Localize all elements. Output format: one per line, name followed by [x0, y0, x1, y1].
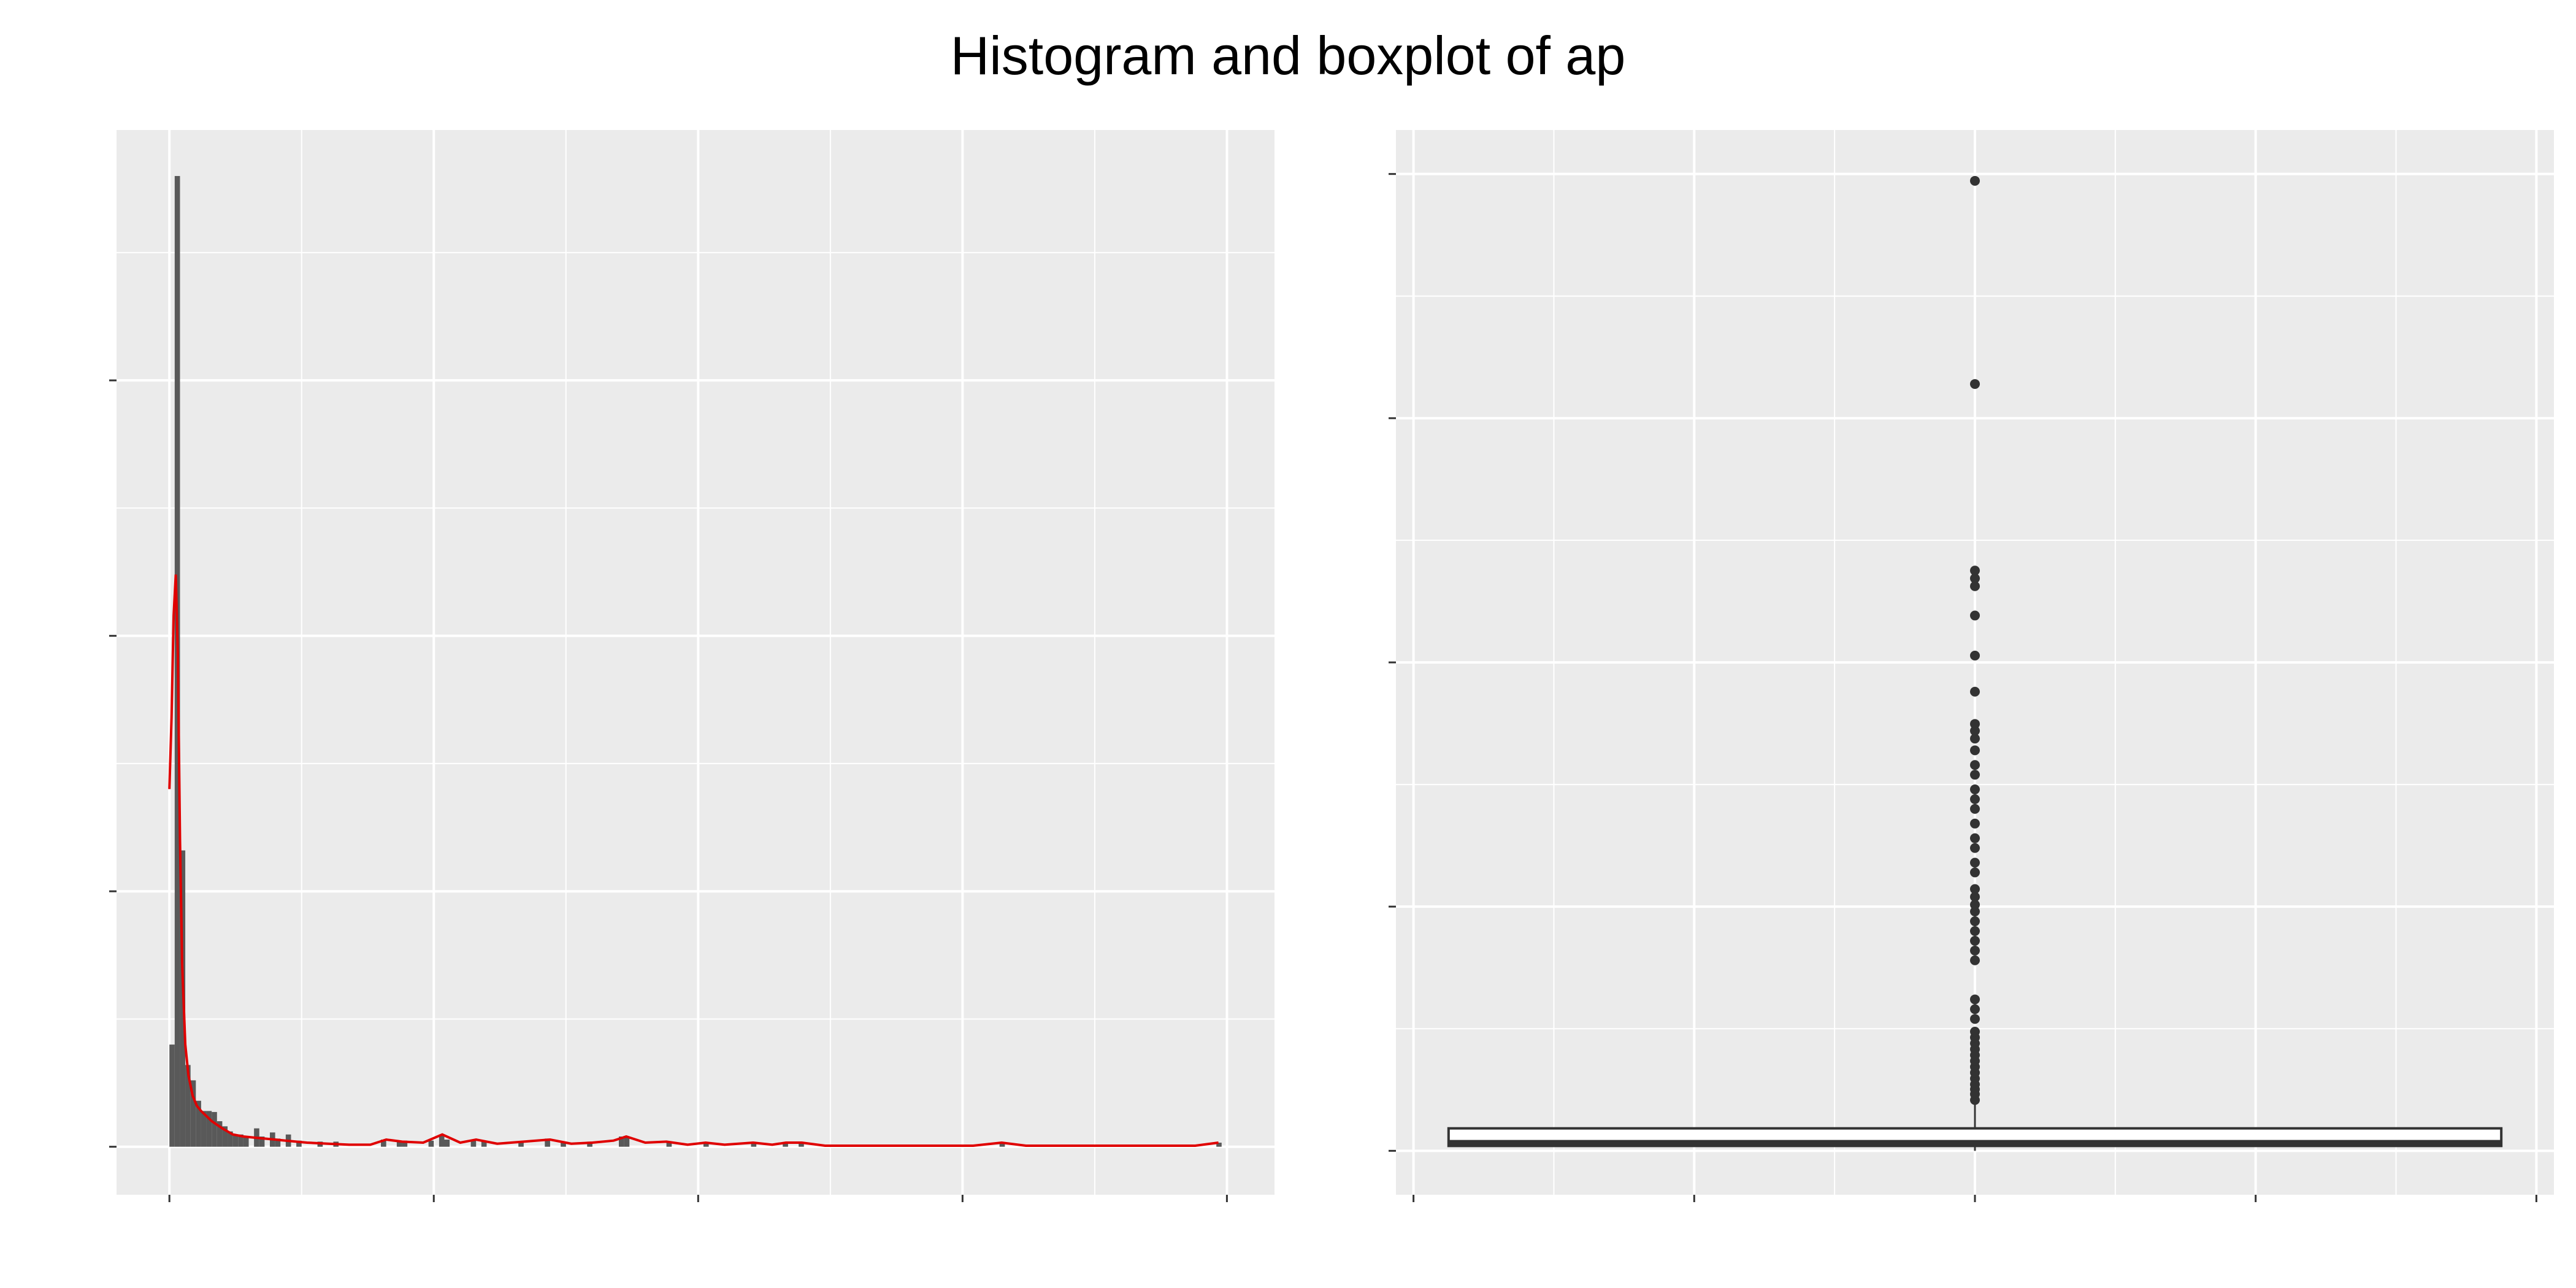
histogram-bar — [561, 1141, 566, 1147]
outlier-point — [1970, 686, 1980, 697]
outlier-point — [1970, 760, 1980, 770]
outlier-point — [1970, 726, 1980, 736]
outlier-point — [1970, 818, 1980, 829]
histogram-bar — [587, 1141, 592, 1147]
histogram-bar — [783, 1143, 788, 1147]
histogram-bar — [624, 1137, 630, 1147]
chart-title: Histogram and boxplot of ap — [950, 25, 1626, 86]
outlier-point — [1970, 1004, 1980, 1014]
histogram-bar — [196, 1100, 201, 1147]
histogram-bar — [228, 1131, 233, 1147]
outlier-point — [1970, 745, 1980, 756]
outlier-point — [1970, 565, 1980, 576]
outlier-point — [1970, 784, 1980, 795]
boxplot-plot — [1389, 130, 2554, 1202]
outlier-point — [1970, 994, 1980, 1005]
outlier-point — [1970, 719, 1980, 729]
histogram-bar — [169, 1045, 175, 1147]
histogram-bar — [618, 1137, 624, 1147]
histogram-bar — [666, 1143, 672, 1147]
outlier-point — [1970, 803, 1980, 814]
plot-panel — [117, 130, 1275, 1195]
histogram-bar — [402, 1140, 408, 1147]
histogram-bar — [190, 1080, 196, 1147]
histogram-bar — [212, 1112, 217, 1147]
outlier-point — [1970, 884, 1980, 894]
outlier-point — [1970, 734, 1980, 744]
histogram-bar — [703, 1143, 709, 1147]
histogram-bar — [296, 1140, 302, 1147]
outlier-point — [1970, 833, 1980, 843]
outlier-point — [1970, 581, 1980, 591]
histogram-bar — [222, 1126, 228, 1147]
histogram-bar — [243, 1137, 249, 1147]
outlier-point — [1970, 379, 1980, 389]
outlier-point — [1970, 945, 1980, 956]
outlier-point — [1970, 935, 1980, 946]
outlier-point — [1970, 1027, 1980, 1037]
histogram-bar — [396, 1140, 402, 1147]
histogram-bar — [470, 1140, 477, 1147]
histogram-bar — [428, 1140, 434, 1147]
outlier-point — [1970, 650, 1980, 661]
histogram-bar — [545, 1138, 550, 1147]
outlier-point — [1970, 175, 1980, 186]
outlier-point — [1970, 843, 1980, 853]
outlier-point — [1970, 857, 1980, 868]
outlier-point — [1970, 573, 1980, 584]
outlier-point — [1970, 770, 1980, 780]
outlier-point — [1970, 610, 1980, 621]
outlier-point — [1970, 916, 1980, 927]
outlier-point — [1970, 955, 1980, 965]
histogram-bar — [481, 1140, 487, 1147]
histogram-bar — [185, 1065, 191, 1147]
histogram-bar — [206, 1111, 212, 1147]
histogram-bar — [259, 1137, 265, 1147]
histogram-bar — [1216, 1143, 1222, 1147]
outlier-point — [1970, 892, 1980, 902]
outlier-point — [1970, 899, 1980, 910]
histogram-bar — [217, 1121, 223, 1147]
outlier-point — [1970, 794, 1980, 804]
histogram-bar — [751, 1143, 757, 1147]
outlier-point — [1970, 926, 1980, 936]
histogram-bar — [439, 1134, 445, 1147]
histogram-bar — [381, 1140, 386, 1147]
histogram-bar — [799, 1143, 804, 1147]
histogram-bar — [518, 1141, 524, 1147]
histogram-bar — [999, 1143, 1005, 1147]
outlier-point — [1970, 907, 1980, 917]
histogram-bar — [201, 1111, 207, 1147]
density-curve — [168, 574, 1219, 1147]
histogram-bar — [238, 1134, 243, 1147]
histogram-bar — [444, 1140, 450, 1147]
outlier-point — [1970, 867, 1980, 878]
histogram-bar — [232, 1134, 239, 1147]
outlier-point — [1970, 1014, 1980, 1024]
histogram-plot — [109, 130, 1275, 1202]
histogram-bar — [275, 1138, 281, 1147]
